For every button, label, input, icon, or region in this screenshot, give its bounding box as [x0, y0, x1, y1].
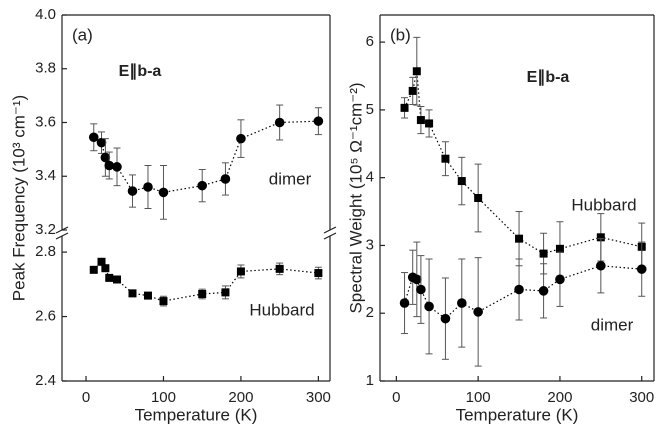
- series-line: [403, 265, 642, 320]
- marker: [514, 284, 524, 295]
- marker: [474, 194, 483, 202]
- y-axis-label: Spectral Weight (10⁵ Ω⁻¹cm⁻²): [346, 82, 365, 313]
- y-axis-label: Peak Frequency (10³ cm⁻¹): [9, 95, 28, 301]
- marker: [101, 264, 110, 273]
- marker: [456, 298, 467, 308]
- y-tick-label: 1: [366, 372, 374, 389]
- y-tick-label: 4: [366, 169, 374, 186]
- annotation: E∥b-a: [119, 63, 162, 80]
- y-tick-label: 6: [366, 33, 374, 50]
- marker: [457, 177, 466, 186]
- annotation: E∥b-a: [527, 69, 570, 86]
- panel-label: (a): [72, 25, 93, 44]
- x-tick-label: 100: [151, 389, 176, 406]
- marker: [236, 133, 246, 144]
- x-tick-label: 300: [306, 389, 331, 406]
- x-tick-label: 200: [228, 389, 253, 406]
- marker: [100, 152, 111, 163]
- marker: [596, 233, 605, 242]
- y-tick-label: 2: [366, 304, 374, 321]
- marker: [127, 186, 138, 196]
- y-tick-label: 4.0: [35, 6, 56, 23]
- marker: [97, 257, 106, 266]
- panel-label: (b): [390, 25, 411, 44]
- y-tick-label: 3.2: [35, 221, 56, 238]
- x-axis-label: Temperature (K): [135, 405, 258, 424]
- marker: [143, 291, 152, 300]
- marker: [636, 264, 647, 274]
- marker: [412, 274, 422, 285]
- series-label: dimer: [591, 315, 634, 334]
- marker: [408, 86, 417, 95]
- x-axis-label: Temperature (K): [456, 405, 579, 424]
- y-tick-label: 5: [366, 101, 374, 118]
- marker: [539, 249, 548, 258]
- marker: [473, 307, 483, 317]
- axis-break: [323, 232, 337, 240]
- marker: [274, 117, 285, 128]
- marker: [399, 298, 410, 308]
- marker: [104, 160, 115, 171]
- x-tick-label: 100: [466, 389, 491, 406]
- marker: [515, 234, 524, 243]
- axis-break: [55, 232, 69, 240]
- marker: [143, 182, 153, 192]
- series-label: dimer: [269, 169, 312, 188]
- marker: [412, 67, 421, 76]
- marker: [596, 260, 606, 271]
- marker: [158, 187, 169, 198]
- marker: [314, 269, 323, 278]
- marker: [441, 154, 450, 163]
- marker: [128, 289, 137, 298]
- x-tick-label: 300: [629, 389, 654, 406]
- marker: [424, 301, 434, 312]
- marker: [555, 274, 565, 285]
- y-tick-label: 3.4: [35, 167, 56, 184]
- marker: [275, 264, 284, 273]
- series-line: [403, 71, 642, 255]
- marker: [313, 116, 324, 126]
- marker: [425, 119, 434, 128]
- marker: [220, 174, 231, 184]
- y-tick-label: 2.6: [35, 308, 56, 325]
- y-tick-label: 2.4: [35, 372, 56, 389]
- x-tick-label: 0: [392, 389, 400, 406]
- series-label: Hubbard: [249, 300, 314, 319]
- marker: [538, 286, 549, 296]
- marker: [88, 132, 99, 143]
- marker: [416, 284, 426, 295]
- y-tick-label: 2.8: [35, 243, 56, 260]
- marker: [105, 273, 114, 282]
- marker: [236, 267, 245, 276]
- y-tick-label: 3.8: [35, 60, 56, 77]
- series-label: Hubbard: [571, 195, 636, 214]
- marker: [112, 162, 122, 172]
- marker: [198, 290, 207, 298]
- x-tick-label: 0: [82, 389, 90, 406]
- marker: [400, 103, 409, 112]
- y-tick-label: 3.6: [35, 113, 56, 130]
- x-tick-label: 200: [547, 389, 572, 406]
- marker: [159, 297, 168, 306]
- marker: [416, 116, 425, 125]
- marker: [197, 180, 207, 191]
- marker: [112, 275, 121, 284]
- marker: [440, 313, 451, 324]
- y-tick-label: 3: [366, 236, 374, 253]
- marker: [221, 288, 230, 297]
- marker: [96, 137, 107, 148]
- axis-break: [323, 226, 337, 234]
- marker: [555, 244, 564, 253]
- marker: [89, 265, 98, 274]
